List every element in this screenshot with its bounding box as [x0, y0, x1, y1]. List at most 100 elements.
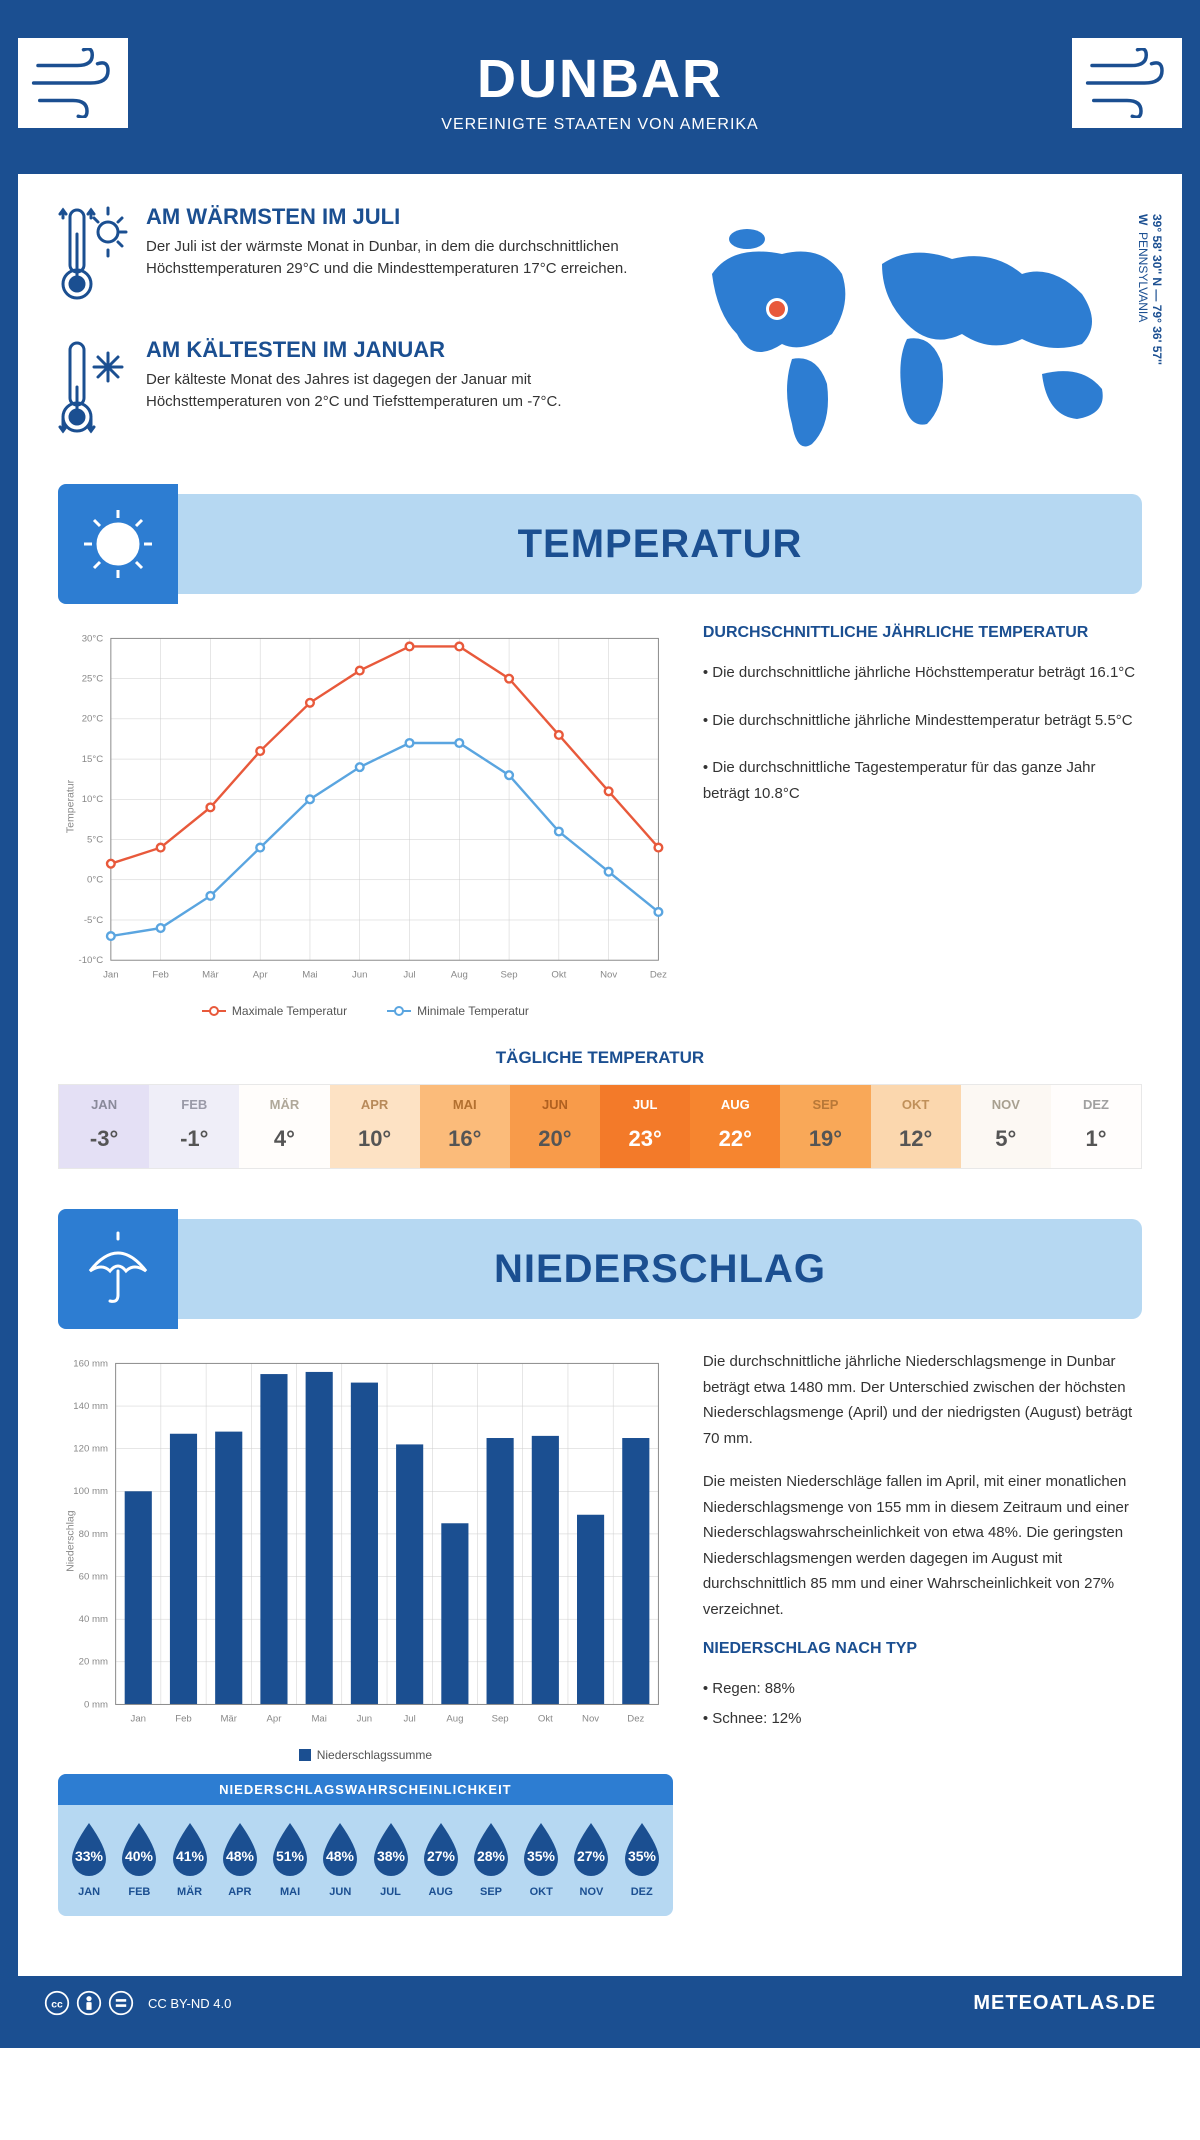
svg-text:Jun: Jun: [352, 970, 367, 981]
thermometer-sun-icon: [58, 204, 128, 309]
precip-drop: 41%MÄR: [164, 1819, 214, 1898]
fact-warm-text: Der Juli ist der wärmste Monat in Dunbar…: [146, 236, 652, 280]
svg-text:Dez: Dez: [650, 970, 667, 981]
svg-text:33%: 33%: [75, 1848, 104, 1864]
precip-bullet: • Regen: 88%: [703, 1676, 1142, 1702]
section-temp-title: TEMPERATUR: [178, 522, 1142, 567]
daily-temp-cell: DEZ1°: [1051, 1085, 1141, 1168]
precip-drop: 51%MAI: [265, 1819, 315, 1898]
svg-text:Mär: Mär: [220, 1714, 237, 1725]
nd-icon: [108, 1990, 134, 2016]
precip-bullet: • Schnee: 12%: [703, 1706, 1142, 1732]
temp-side-text: DURCHSCHNITTLICHE JÄHRLICHE TEMPERATUR •…: [703, 624, 1142, 1018]
banner-temperature: TEMPERATUR: [58, 494, 1142, 594]
precipitation-chart: 0 mm20 mm40 mm60 mm80 mm100 mm120 mm140 …: [58, 1349, 673, 1916]
svg-text:Nov: Nov: [600, 970, 617, 981]
precip-type-heading: NIEDERSCHLAG NACH TYP: [703, 1640, 1142, 1658]
daily-temp-strip: JAN-3°FEB-1°MÄR4°APR10°MAI16°JUN20°JUL23…: [58, 1084, 1142, 1169]
daily-temp-cell: JUL23°: [600, 1085, 690, 1168]
fact-warm-title: AM WÄRMSTEN IM JULI: [146, 204, 652, 230]
precip-drop: 35%DEZ: [617, 1819, 667, 1898]
precip-drop: 27%AUG: [416, 1819, 466, 1898]
svg-text:Jun: Jun: [357, 1714, 372, 1725]
svg-text:Niederschlag: Niederschlag: [64, 1510, 76, 1572]
thermometer-snow-icon: [58, 337, 128, 442]
fact-warmest: AM WÄRMSTEN IM JULI Der Juli ist der wär…: [58, 204, 652, 309]
license-label: CC BY-ND 4.0: [148, 1996, 231, 2011]
svg-text:15°C: 15°C: [82, 754, 104, 765]
svg-text:Apr: Apr: [253, 970, 269, 981]
temp-side-heading: DURCHSCHNITTLICHE JÄHRLICHE TEMPERATUR: [703, 624, 1142, 642]
svg-text:Jul: Jul: [403, 970, 415, 981]
svg-text:20°C: 20°C: [82, 714, 104, 725]
daily-temp-title: TÄGLICHE TEMPERATUR: [58, 1048, 1142, 1068]
svg-text:27%: 27%: [577, 1848, 606, 1864]
daily-temp-cell: MÄR4°: [239, 1085, 329, 1168]
svg-text:Jan: Jan: [131, 1714, 146, 1725]
intro-row: AM WÄRMSTEN IM JULI Der Juli ist der wär…: [58, 204, 1142, 470]
daily-temp-cell: APR10°: [330, 1085, 420, 1168]
svg-text:28%: 28%: [477, 1848, 506, 1864]
svg-text:Aug: Aug: [446, 1714, 463, 1725]
temp-legend: Maximale Temperatur Minimale Temperatur: [58, 1004, 673, 1018]
page-title: DUNBAR: [38, 48, 1162, 110]
svg-text:Mai: Mai: [302, 970, 317, 981]
svg-text:40%: 40%: [125, 1848, 154, 1864]
precip-para: Die meisten Niederschläge fallen im Apri…: [703, 1469, 1142, 1622]
fact-cold-title: AM KÄLTESTEN IM JANUAR: [146, 337, 652, 363]
svg-text:120 mm: 120 mm: [73, 1444, 108, 1455]
svg-text:41%: 41%: [176, 1848, 205, 1864]
svg-text:160 mm: 160 mm: [73, 1358, 108, 1369]
svg-text:0 mm: 0 mm: [84, 1699, 108, 1710]
precip-drop: 38%JUL: [365, 1819, 415, 1898]
page-header: DUNBAR VEREINIGTE STAATEN VON AMERIKA: [18, 18, 1182, 174]
daily-temp-cell: JUN20°: [510, 1085, 600, 1168]
precip-legend: Niederschlagssumme: [58, 1748, 673, 1762]
svg-text:48%: 48%: [326, 1848, 355, 1864]
svg-text:Aug: Aug: [451, 970, 468, 981]
precipitation-row: 0 mm20 mm40 mm60 mm80 mm100 mm120 mm140 …: [58, 1349, 1142, 1916]
svg-text:25°C: 25°C: [82, 674, 104, 685]
temp-bullet: • Die durchschnittliche jährliche Mindes…: [703, 708, 1142, 734]
precip-drop: 33%JAN: [64, 1819, 114, 1898]
svg-text:Feb: Feb: [175, 1714, 192, 1725]
page: DUNBAR VEREINIGTE STAATEN VON AMERIKA: [0, 0, 1200, 2048]
license-block: cc CC BY-ND 4.0: [44, 1990, 231, 2016]
section-precip-title: NIEDERSCHLAG: [178, 1247, 1142, 1292]
svg-text:Temperatur: Temperatur: [64, 779, 76, 833]
sun-icon: [58, 484, 178, 604]
temperature-chart: -10°C-5°C0°C5°C10°C15°C20°C25°C30°CJanFe…: [58, 624, 673, 1018]
svg-text:51%: 51%: [276, 1848, 305, 1864]
svg-text:10°C: 10°C: [82, 794, 104, 805]
precip-drop: 48%JUN: [315, 1819, 365, 1898]
svg-text:100 mm: 100 mm: [73, 1486, 108, 1497]
precip-drop: 28%SEP: [466, 1819, 516, 1898]
svg-text:Mai: Mai: [311, 1714, 326, 1725]
daily-temp-cell: MAI16°: [420, 1085, 510, 1168]
content: AM WÄRMSTEN IM JULI Der Juli ist der wär…: [18, 174, 1182, 1976]
svg-text:5°C: 5°C: [87, 834, 103, 845]
daily-temp-cell: AUG22°: [690, 1085, 780, 1168]
fact-cold-text: Der kälteste Monat des Jahres ist dagege…: [146, 369, 652, 413]
precip-drop: 48%APR: [215, 1819, 265, 1898]
page-subtitle: VEREINIGTE STAATEN VON AMERIKA: [38, 116, 1162, 134]
daily-temp-cell: NOV5°: [961, 1085, 1051, 1168]
svg-text:140 mm: 140 mm: [73, 1401, 108, 1412]
precip-prob-title: NIEDERSCHLAGSWAHRSCHEINLICHKEIT: [58, 1774, 673, 1805]
svg-text:80 mm: 80 mm: [79, 1529, 108, 1540]
daily-temp-cell: FEB-1°: [149, 1085, 239, 1168]
precip-side-text: Die durchschnittliche jährliche Niedersc…: [703, 1349, 1142, 1916]
svg-text:Apr: Apr: [266, 1714, 282, 1725]
precip-drop: 40%FEB: [114, 1819, 164, 1898]
precip-drop: 35%OKT: [516, 1819, 566, 1898]
svg-text:Okt: Okt: [551, 970, 566, 981]
wind-icon-right: [1072, 38, 1182, 128]
svg-text:Feb: Feb: [152, 970, 169, 981]
daily-temp-cell: JAN-3°: [59, 1085, 149, 1168]
svg-text:Dez: Dez: [627, 1714, 644, 1725]
precip-probability: NIEDERSCHLAGSWAHRSCHEINLICHKEIT 33%JAN40…: [58, 1774, 673, 1916]
svg-text:40 mm: 40 mm: [79, 1614, 108, 1625]
facts-column: AM WÄRMSTEN IM JULI Der Juli ist der wär…: [58, 204, 652, 470]
svg-text:38%: 38%: [377, 1848, 406, 1864]
svg-text:-10°C: -10°C: [79, 955, 104, 966]
